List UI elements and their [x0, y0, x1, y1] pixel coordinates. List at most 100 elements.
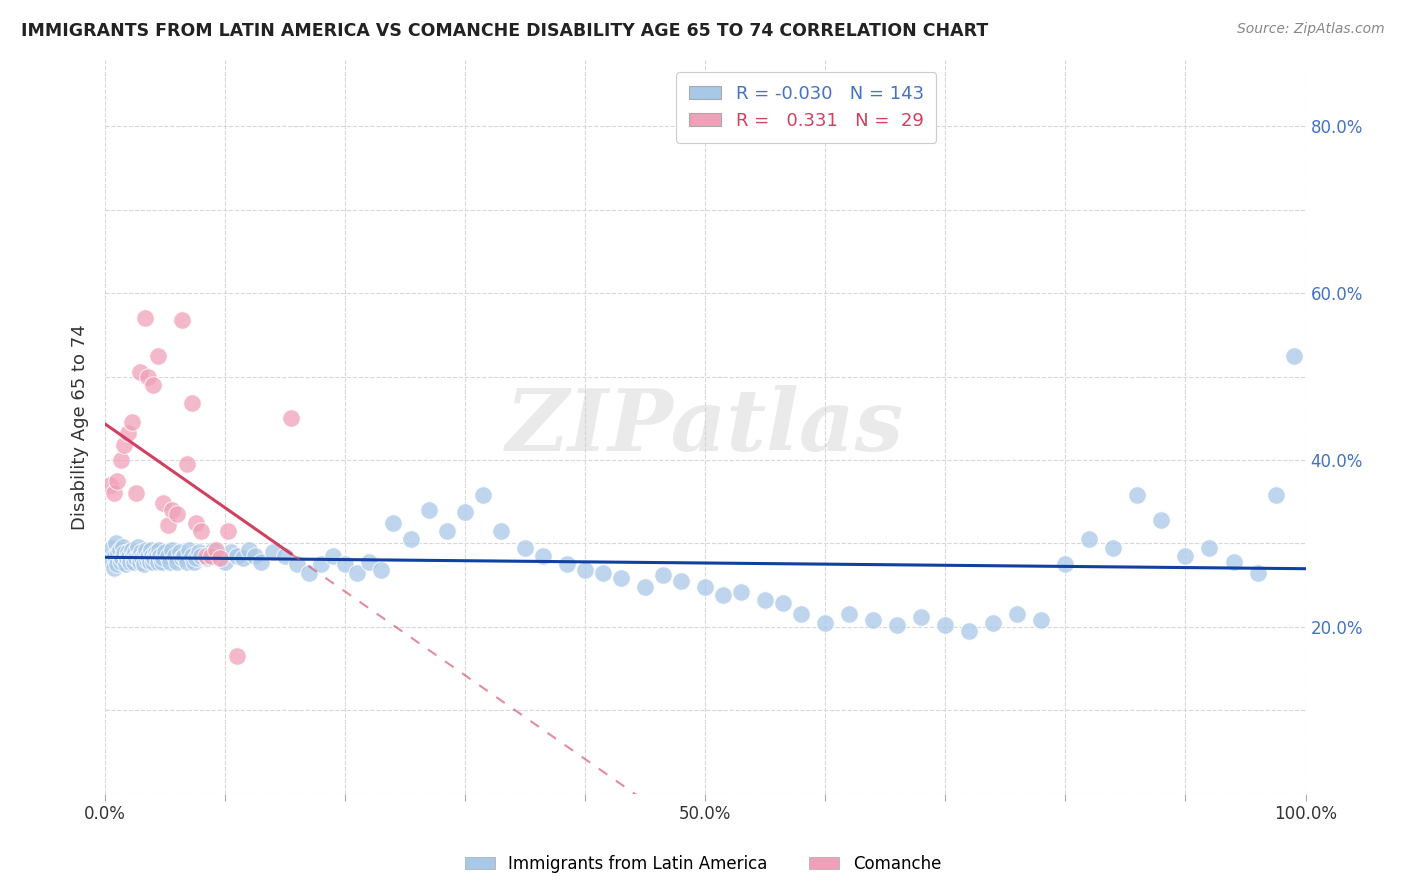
Point	[370, 563, 392, 577]
Point	[108, 543, 131, 558]
Point	[346, 566, 368, 580]
Point	[162, 503, 184, 517]
Point	[190, 524, 212, 538]
Text: ZIPatlas: ZIPatlas	[506, 384, 904, 468]
Point	[436, 524, 458, 538]
Point	[169, 545, 191, 559]
Point	[814, 615, 837, 630]
Point	[117, 545, 139, 559]
Point	[176, 457, 198, 471]
Point	[180, 549, 202, 563]
Point	[232, 551, 254, 566]
Point	[98, 553, 121, 567]
Point	[280, 411, 302, 425]
Point	[1054, 558, 1077, 572]
Point	[138, 549, 160, 563]
Point	[730, 584, 752, 599]
Point	[129, 366, 152, 380]
Point	[179, 543, 201, 558]
Point	[359, 555, 381, 569]
Point	[401, 533, 423, 547]
Point	[491, 524, 513, 538]
Point	[195, 549, 218, 563]
Point	[1198, 541, 1220, 555]
Point	[957, 624, 980, 638]
Point	[1150, 513, 1173, 527]
Point	[695, 580, 717, 594]
Point	[134, 546, 156, 560]
Point	[515, 541, 537, 555]
Point	[262, 545, 284, 559]
Point	[114, 558, 136, 572]
Point	[1174, 549, 1197, 563]
Point	[110, 453, 132, 467]
Point	[146, 555, 169, 569]
Point	[105, 558, 128, 572]
Point	[124, 545, 146, 559]
Point	[155, 545, 177, 559]
Point	[107, 546, 129, 560]
Point	[1007, 607, 1029, 622]
Point	[121, 416, 143, 430]
Point	[163, 549, 186, 563]
Point	[125, 486, 148, 500]
Point	[112, 438, 135, 452]
Point	[418, 503, 440, 517]
Point	[983, 615, 1005, 630]
Point	[135, 543, 157, 558]
Point	[180, 396, 202, 410]
Point	[103, 561, 125, 575]
Point	[139, 543, 162, 558]
Point	[125, 551, 148, 566]
Point	[1102, 541, 1125, 555]
Point	[886, 618, 908, 632]
Point	[166, 507, 188, 521]
Point	[309, 558, 332, 572]
Point	[127, 540, 149, 554]
Point	[98, 478, 121, 492]
Point	[134, 311, 156, 326]
Text: IMMIGRANTS FROM LATIN AMERICA VS COMANCHE DISABILITY AGE 65 TO 74 CORRELATION CH: IMMIGRANTS FROM LATIN AMERICA VS COMANCH…	[21, 22, 988, 40]
Point	[138, 555, 160, 569]
Point	[136, 553, 159, 567]
Point	[128, 549, 150, 563]
Point	[138, 369, 160, 384]
Point	[204, 543, 226, 558]
Point	[103, 486, 125, 500]
Point	[156, 549, 179, 563]
Text: Source: ZipAtlas.com: Source: ZipAtlas.com	[1237, 22, 1385, 37]
Point	[382, 516, 405, 530]
Point	[214, 555, 236, 569]
Point	[112, 546, 135, 560]
Point	[772, 597, 794, 611]
Point	[531, 549, 554, 563]
Point	[120, 555, 142, 569]
Point	[298, 566, 321, 580]
Point	[557, 558, 579, 572]
Point	[170, 313, 193, 327]
Point	[143, 551, 166, 566]
Point	[145, 545, 167, 559]
Point	[934, 618, 956, 632]
Point	[122, 555, 145, 569]
Point	[209, 551, 232, 566]
Point	[1264, 488, 1286, 502]
Point	[105, 474, 128, 488]
Point	[101, 541, 124, 555]
Point	[217, 524, 239, 538]
Point	[110, 555, 132, 569]
Point	[190, 549, 212, 563]
Legend: R = -0.030   N = 143, R =   0.331   N =  29: R = -0.030 N = 143, R = 0.331 N = 29	[676, 72, 936, 143]
Point	[226, 648, 249, 663]
Point	[170, 551, 193, 566]
Legend: Immigrants from Latin America, Comanche: Immigrants from Latin America, Comanche	[458, 848, 948, 880]
Point	[238, 543, 260, 558]
Point	[335, 558, 357, 572]
Point	[202, 543, 225, 558]
Point	[186, 516, 208, 530]
Point	[274, 549, 297, 563]
Point	[173, 549, 195, 563]
Point	[790, 607, 813, 622]
Point	[129, 545, 152, 559]
Point	[226, 549, 249, 563]
